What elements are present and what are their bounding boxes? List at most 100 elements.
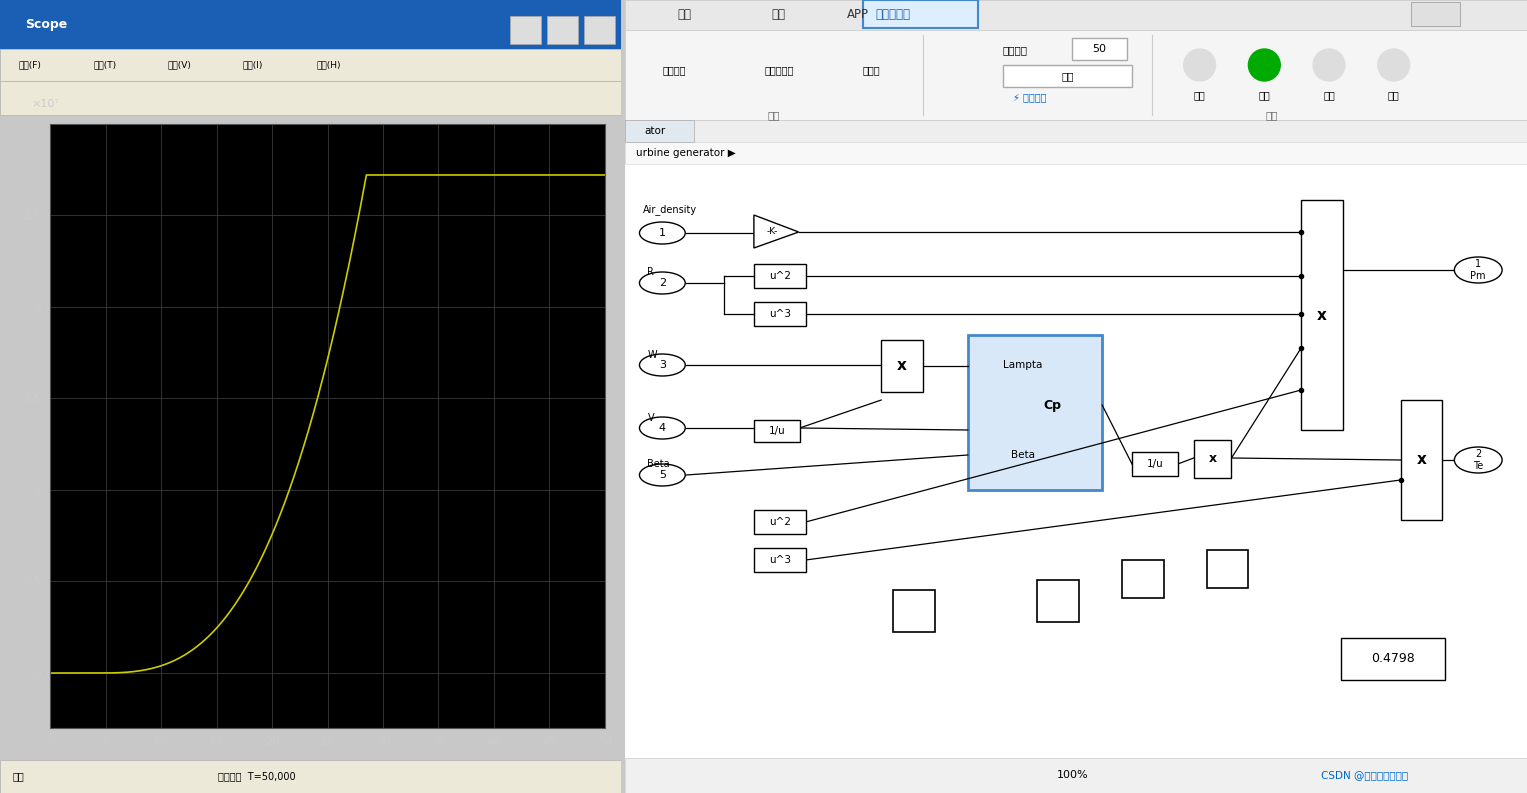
FancyBboxPatch shape [754, 510, 806, 534]
Text: Cp: Cp [1043, 399, 1061, 412]
FancyBboxPatch shape [1037, 580, 1080, 622]
Text: W: W [647, 350, 657, 360]
Ellipse shape [1454, 447, 1503, 473]
Text: Scope: Scope [24, 18, 67, 31]
FancyBboxPatch shape [510, 16, 541, 44]
FancyBboxPatch shape [1003, 65, 1132, 87]
Text: 信号表: 信号表 [863, 65, 880, 75]
Text: 1/u: 1/u [768, 426, 785, 436]
FancyBboxPatch shape [754, 548, 806, 572]
Text: x: x [1318, 308, 1327, 323]
FancyBboxPatch shape [625, 758, 1527, 793]
Circle shape [1313, 49, 1345, 81]
Text: 乿真(I): 乿真(I) [243, 60, 263, 70]
Text: Lampta: Lampta [1003, 360, 1043, 370]
FancyBboxPatch shape [1194, 440, 1231, 478]
Text: -K-: -K- [767, 228, 777, 236]
Ellipse shape [640, 222, 686, 244]
Text: CSDN @可编程芯片开发: CSDN @可编程芯片开发 [1321, 770, 1408, 780]
FancyBboxPatch shape [881, 340, 922, 392]
Text: 普通: 普通 [1061, 71, 1073, 81]
Text: ator: ator [644, 126, 666, 136]
FancyBboxPatch shape [1400, 400, 1443, 520]
Text: 步退: 步退 [1194, 90, 1205, 100]
Text: u^2: u^2 [768, 517, 791, 527]
FancyBboxPatch shape [0, 0, 621, 49]
Text: 记录信号: 记录信号 [663, 65, 686, 75]
Text: 1: 1 [658, 228, 666, 238]
Text: 2
Te: 2 Te [1474, 449, 1483, 471]
Ellipse shape [640, 354, 686, 376]
Circle shape [1377, 49, 1409, 81]
Ellipse shape [640, 417, 686, 439]
FancyBboxPatch shape [625, 30, 1527, 120]
FancyBboxPatch shape [625, 0, 1527, 30]
Text: 视图(V): 视图(V) [168, 60, 192, 70]
FancyBboxPatch shape [1122, 560, 1164, 598]
FancyBboxPatch shape [585, 16, 615, 44]
Text: ×10⁷: ×10⁷ [31, 98, 60, 109]
FancyBboxPatch shape [754, 302, 806, 326]
FancyBboxPatch shape [754, 420, 800, 442]
Text: 建模: 建模 [678, 9, 692, 21]
Text: 停止时间: 停止时间 [1003, 45, 1028, 55]
Text: 4: 4 [658, 423, 666, 433]
Text: Air_density: Air_density [643, 205, 696, 216]
Text: 停止: 停止 [1388, 90, 1400, 100]
FancyBboxPatch shape [1411, 2, 1460, 26]
Text: 格式: 格式 [771, 9, 786, 21]
Text: 帮助(H): 帮助(H) [318, 60, 342, 70]
FancyBboxPatch shape [1132, 452, 1177, 476]
Text: 0.4798: 0.4798 [1371, 653, 1416, 665]
FancyBboxPatch shape [1206, 550, 1249, 588]
Text: Beta: Beta [1011, 450, 1034, 460]
Text: u^3: u^3 [768, 555, 791, 565]
Polygon shape [754, 215, 799, 248]
Text: 50: 50 [1093, 44, 1107, 54]
FancyBboxPatch shape [1301, 200, 1342, 430]
Text: 乿真: 乿真 [1264, 110, 1278, 120]
Circle shape [1183, 49, 1215, 81]
FancyBboxPatch shape [754, 264, 806, 288]
FancyBboxPatch shape [1072, 38, 1127, 60]
FancyBboxPatch shape [1341, 638, 1446, 680]
Text: 1
Pm: 1 Pm [1471, 259, 1486, 281]
Text: 5: 5 [658, 470, 666, 480]
Text: x: x [1208, 453, 1217, 465]
FancyBboxPatch shape [0, 81, 621, 115]
Text: 基于采样  T=50,000: 基于采样 T=50,000 [217, 772, 295, 781]
Text: urbine generator ▶: urbine generator ▶ [637, 148, 736, 158]
Text: ⚡ 快速重启: ⚡ 快速重启 [1012, 92, 1046, 102]
Text: 添加查看器: 添加查看器 [764, 65, 794, 75]
Circle shape [1249, 49, 1280, 81]
FancyBboxPatch shape [547, 16, 579, 44]
Ellipse shape [1454, 257, 1503, 283]
Text: x: x [898, 358, 907, 374]
Text: u^3: u^3 [768, 309, 791, 319]
FancyBboxPatch shape [893, 590, 935, 632]
Text: 子系统模块: 子系统模块 [875, 9, 910, 21]
FancyBboxPatch shape [625, 142, 1527, 164]
Ellipse shape [640, 464, 686, 486]
Text: u^2: u^2 [768, 271, 791, 281]
Text: 工具(T): 工具(T) [93, 60, 116, 70]
FancyBboxPatch shape [0, 760, 621, 793]
FancyBboxPatch shape [625, 120, 1527, 142]
Text: 1/u: 1/u [1147, 459, 1164, 469]
FancyBboxPatch shape [968, 335, 1102, 490]
Ellipse shape [640, 272, 686, 294]
FancyBboxPatch shape [625, 164, 1527, 793]
Text: 就绪: 就绪 [12, 772, 24, 781]
Text: R: R [647, 267, 654, 277]
Text: 准备: 准备 [768, 110, 780, 120]
Text: V: V [647, 413, 654, 423]
Text: Beta: Beta [647, 459, 670, 469]
Text: 2: 2 [658, 278, 666, 288]
Text: x: x [1417, 453, 1426, 468]
Text: 运行: 运行 [1258, 90, 1270, 100]
Text: 3: 3 [658, 360, 666, 370]
FancyBboxPatch shape [625, 120, 695, 142]
Text: APP: APP [847, 9, 869, 21]
Text: 文件(F): 文件(F) [18, 60, 41, 70]
Text: 步进: 步进 [1322, 90, 1335, 100]
